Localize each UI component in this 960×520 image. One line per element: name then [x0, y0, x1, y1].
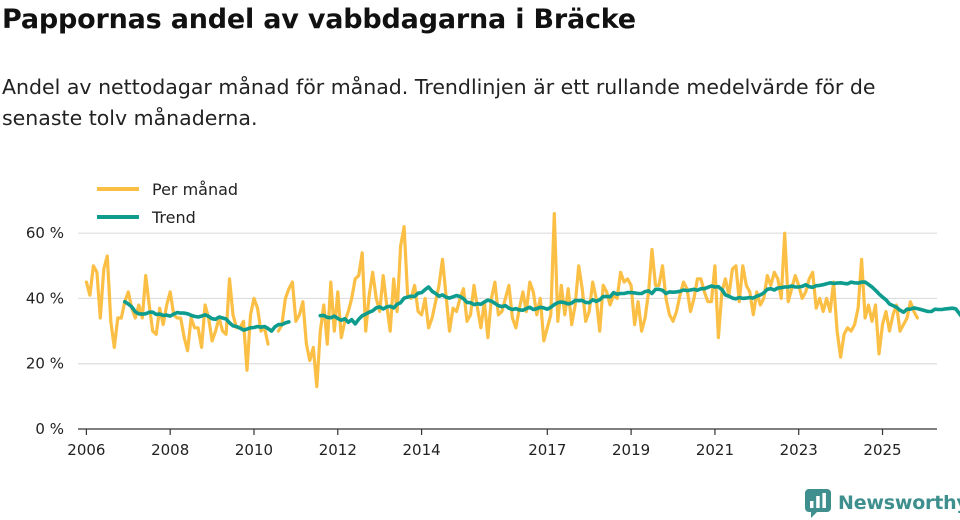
y-tick-label: 0 % — [35, 420, 64, 438]
x-tick-label: 2012 — [319, 441, 357, 459]
x-tick-label: 2006 — [67, 441, 105, 459]
x-tick-label: 2021 — [696, 441, 734, 459]
brand-name: Newsworthy — [838, 492, 960, 514]
gridlines — [78, 232, 937, 365]
legend-background — [88, 176, 256, 230]
legend-label-monthly: Per månad — [152, 180, 238, 199]
x-tick-label: 2008 — [151, 441, 189, 459]
y-tick-label: 40 % — [26, 289, 64, 307]
legend-label-trend: Trend — [151, 208, 196, 227]
x-tick-label: 2025 — [863, 441, 901, 459]
x-tick-label: 2023 — [780, 441, 818, 459]
newsworthy-logo: Newsworthy — [804, 488, 960, 518]
x-tick-label: 2014 — [403, 441, 441, 459]
x-tick-label: 2019 — [612, 441, 650, 459]
x-tick-label: 2010 — [235, 441, 273, 459]
series-line-trend-segment-1 — [123, 299, 291, 333]
series-line-monthly-segment-2 — [276, 212, 920, 389]
line-chart: 0 % 20 % 40 % 60 % 2006 2008 2010 2012 2014 2017… — [25, 176, 960, 459]
chart-title: Pappornas andel av vabbdagarna i Bräcke — [2, 4, 636, 35]
x-axis: 2006 2008 2010 2012 2014 2017 2019 2021 2023 2025 — [67, 428, 937, 459]
chart-subtitle: Andel av nettodagar månad för månad. Tre… — [2, 75, 876, 130]
bar-chart-icon — [805, 489, 831, 518]
series-line-trend-segment-2 — [318, 280, 960, 326]
y-tick-label: 60 % — [26, 224, 64, 242]
legend: Per månad Trend — [88, 176, 256, 230]
y-axis-tick-labels: 0 % 20 % 40 % 60 % — [26, 224, 64, 438]
y-tick-label: 20 % — [26, 355, 64, 373]
x-tick-label: 2017 — [528, 441, 566, 459]
chart-series — [84, 212, 960, 389]
